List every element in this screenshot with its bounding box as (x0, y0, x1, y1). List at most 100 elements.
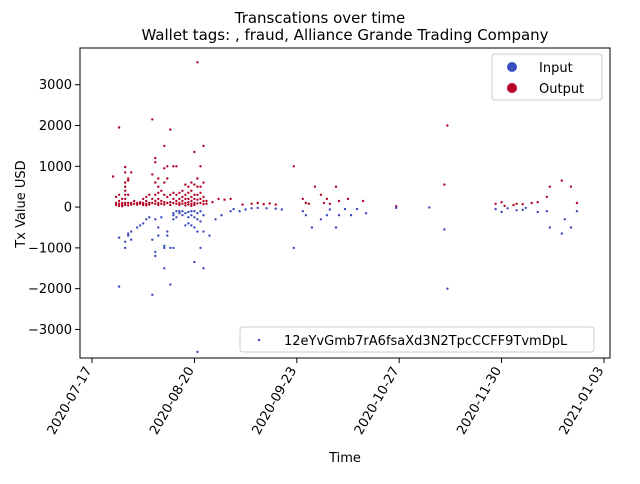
output-point (202, 144, 205, 148)
input-point (196, 212, 199, 215)
output-point (193, 183, 196, 186)
output-point (193, 197, 196, 201)
input-point (446, 287, 449, 290)
input-point (292, 246, 295, 250)
input-point (172, 214, 175, 217)
output-point (142, 197, 145, 201)
output-point (181, 199, 184, 203)
output-point (530, 201, 533, 205)
output-point (148, 203, 151, 206)
output-point (178, 201, 181, 205)
output-point (124, 203, 127, 207)
input-point (151, 238, 154, 241)
output-point (361, 199, 365, 203)
output-point (139, 202, 142, 205)
input-point (187, 222, 190, 225)
input-point (187, 210, 190, 214)
output-point (178, 203, 181, 207)
output-point (241, 203, 244, 206)
output-point (154, 199, 157, 203)
input-point (193, 210, 196, 213)
output-point (136, 203, 139, 206)
output-point (111, 175, 115, 178)
output-point (127, 179, 130, 182)
output-point (151, 201, 154, 205)
output-point (443, 183, 446, 186)
input-point (166, 230, 169, 233)
output-point (127, 204, 130, 207)
input-point (208, 234, 211, 237)
input-point (190, 224, 193, 227)
output-point (121, 197, 124, 201)
output-point (446, 124, 449, 127)
output-point (250, 202, 253, 205)
output-point (151, 173, 154, 176)
input-point (395, 206, 398, 210)
input-point (500, 210, 503, 214)
output-point (202, 203, 205, 206)
input-point (265, 207, 268, 210)
output-point (121, 205, 124, 208)
x-axis-ticks: 2020-07-17 2020-08-20 2020-09-23 2020-10-27… (45, 358, 607, 438)
input-point (250, 207, 253, 210)
input-point (117, 236, 121, 239)
input-point (343, 207, 347, 211)
input-point (443, 228, 446, 231)
legend-direction-box (491, 53, 603, 101)
x-tick-label: 2020-09-23 (250, 365, 301, 438)
legend-wallet-label: 12eYvGmb7rA6fsaXd3N2TpcCCFF9TvmDpL (284, 334, 568, 349)
input-point (163, 246, 166, 250)
input-point (130, 230, 133, 233)
input-point (256, 206, 259, 210)
output-point (190, 195, 193, 199)
output-point (133, 202, 136, 205)
output-point (154, 202, 157, 205)
output-point (114, 203, 118, 207)
output-point (121, 203, 124, 206)
legend-wallet-marker (257, 338, 261, 342)
chart-title: Transcations over time (234, 9, 406, 27)
y-tick-label: −1000 (28, 241, 72, 256)
output-point (160, 189, 163, 192)
input-point (163, 267, 166, 270)
output-point (325, 197, 329, 201)
input-point (325, 214, 329, 217)
output-point (184, 201, 187, 205)
output-point (196, 177, 199, 180)
output-point (199, 185, 202, 188)
output-point (133, 199, 136, 203)
input-point (139, 224, 142, 227)
input-point (349, 214, 353, 217)
input-point (178, 210, 181, 213)
input-point (166, 234, 169, 237)
output-point (328, 202, 332, 205)
input-point (163, 244, 166, 247)
input-point (563, 218, 566, 221)
output-point (196, 202, 199, 205)
input-point (548, 226, 551, 229)
output-point (163, 144, 166, 148)
input-point (175, 210, 178, 213)
output-point (319, 193, 323, 196)
output-point (175, 165, 178, 168)
output-point (178, 197, 181, 201)
output-point (337, 199, 341, 203)
output-point (187, 197, 190, 201)
output-point (184, 193, 187, 196)
output-point (181, 195, 184, 199)
legend-output-marker (507, 83, 517, 93)
output-point (148, 193, 151, 196)
legend-input-marker (507, 62, 517, 72)
input-point (193, 216, 196, 219)
output-point (190, 204, 193, 208)
output-point (160, 199, 163, 203)
output-point (199, 191, 202, 194)
output-point (205, 202, 208, 205)
input-point (202, 214, 205, 217)
output-point (151, 197, 154, 201)
input-point (569, 226, 573, 229)
input-point (220, 214, 223, 217)
output-point (117, 202, 121, 205)
output-point (166, 165, 169, 168)
